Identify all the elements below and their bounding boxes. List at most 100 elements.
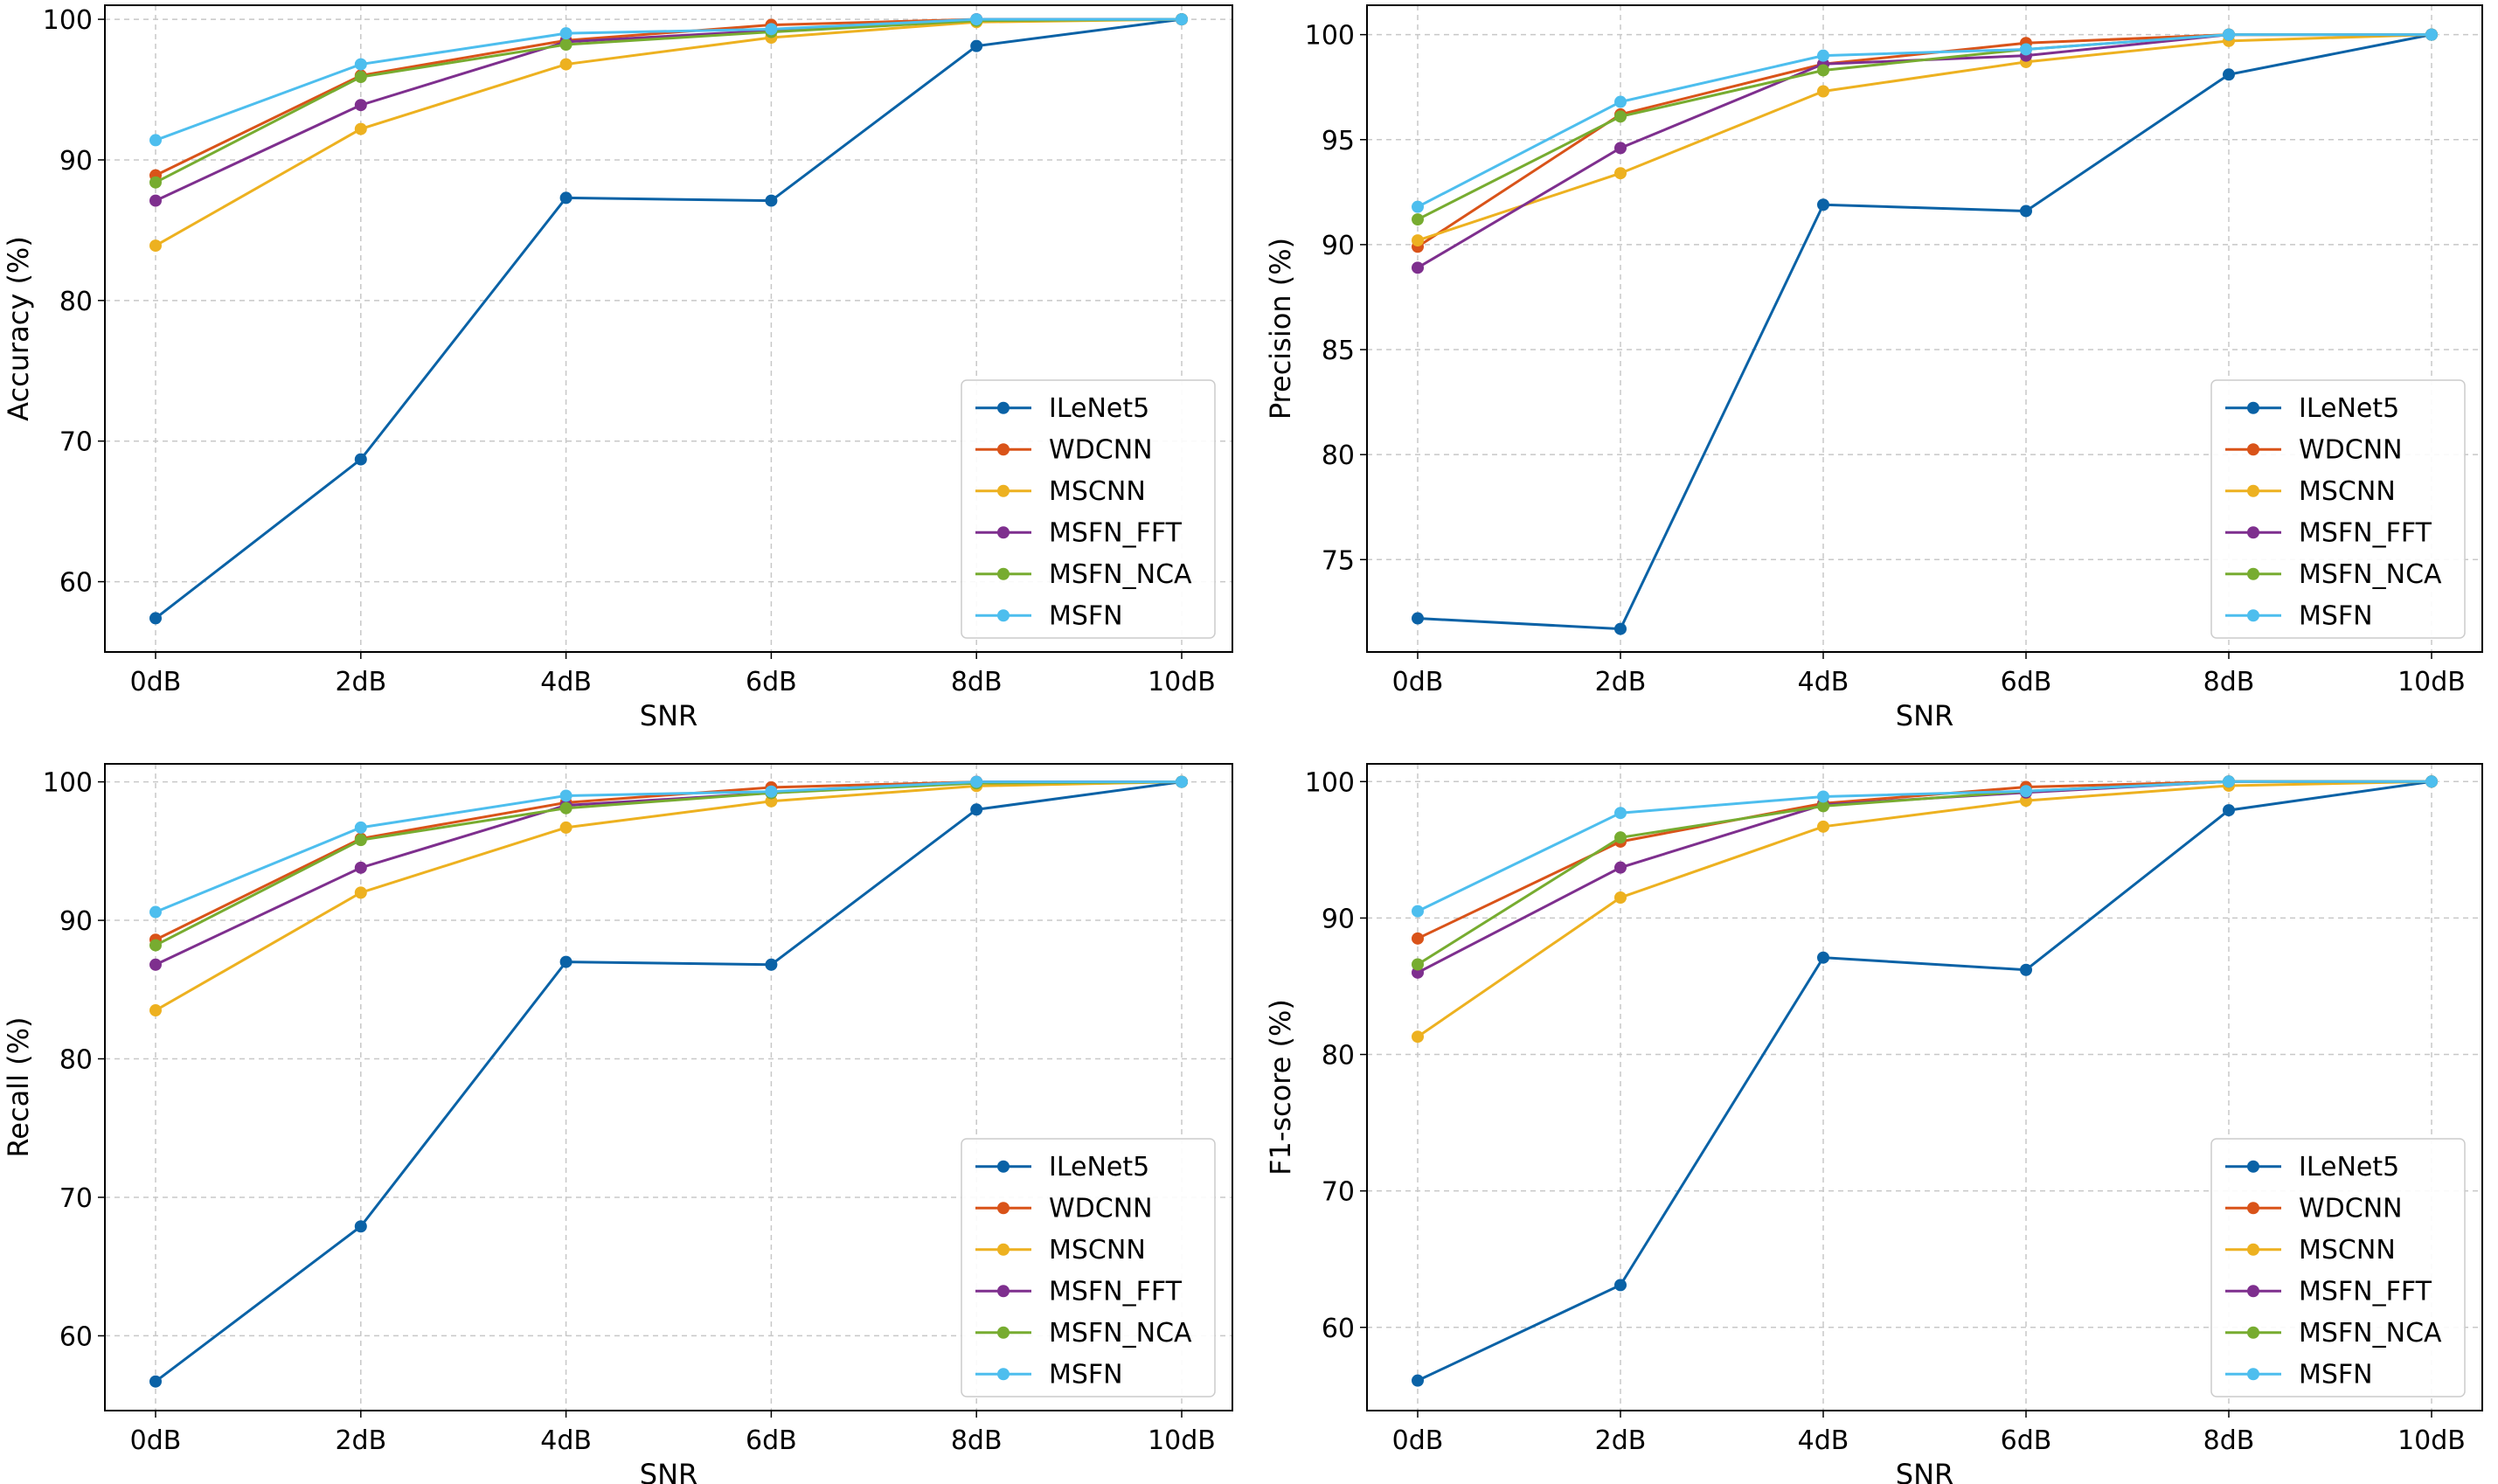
data-point-ilenet5	[1412, 1374, 1424, 1387]
legend-marker-mscnn	[997, 1243, 1010, 1256]
legend-marker-msfn	[2247, 609, 2259, 622]
legend-label-mscnn: MSCNN	[1049, 1235, 1146, 1266]
legend-marker-msfn_fft	[2247, 1285, 2259, 1298]
x-tick-label: 8dB	[951, 667, 1003, 697]
data-point-ilenet5	[1614, 1279, 1627, 1292]
y-tick-label: 100	[43, 768, 93, 799]
legend-label-msfn_fft: MSFN_FFT	[1049, 1276, 1183, 1307]
data-point-msfn	[765, 785, 778, 798]
series-line-msfn	[1417, 33, 2432, 208]
y-tick-label: 80	[1322, 1041, 1355, 1071]
data-point-mscnn	[559, 821, 572, 834]
legend-label-wdcnn: WDCNN	[1049, 1193, 1153, 1224]
data-point-mscnn	[1817, 85, 1829, 98]
y-axis-title: Accuracy (%)	[2, 236, 35, 421]
data-point-msfn_nca	[354, 71, 367, 84]
y-tick-label: 70	[1322, 1177, 1355, 1208]
x-tick-label: 10dB	[2397, 1425, 2466, 1456]
data-point-msfn_nca	[354, 834, 367, 847]
series-line-ilenet5	[1417, 780, 2432, 1383]
data-point-msfn_fft	[354, 99, 367, 112]
x-tick-label: 8dB	[2203, 667, 2255, 697]
data-point-ilenet5	[2223, 68, 2235, 81]
y-axis-title: Precision (%)	[1264, 238, 1297, 420]
data-point-mscnn	[559, 58, 572, 71]
data-point-msfn	[2425, 28, 2438, 41]
data-point-msfn_nca	[559, 801, 572, 815]
legend-label-mscnn: MSCNN	[2299, 476, 2396, 507]
legend-marker-wdcnn	[997, 443, 1010, 456]
data-point-msfn	[1412, 905, 1424, 918]
chart-panel-1: 0dB 2dB 4dB 6dB 8dB 10dB 60 70 80 90 100 SNR Accurac…	[2, 4, 1233, 732]
data-point-msfn_fft	[1412, 261, 1424, 274]
data-point-ilenet5	[765, 194, 778, 207]
y-axis-title: Recall (%)	[2, 1016, 35, 1157]
data-point-msfn	[1817, 790, 1829, 803]
x-tick-label: 2dB	[1595, 1425, 1647, 1456]
data-point-msfn	[149, 905, 162, 919]
data-point-mscnn	[1614, 167, 1627, 180]
data-point-msfn_nca	[1817, 800, 1829, 813]
legend-marker-mscnn	[2247, 484, 2259, 497]
data-point-ilenet5	[559, 191, 572, 205]
legend-label-mscnn: MSCNN	[1049, 476, 1146, 507]
data-point-msfn_nca	[1412, 213, 1424, 226]
data-point-msfn_fft	[149, 958, 162, 971]
legend-label-wdcnn: WDCNN	[1049, 434, 1153, 465]
legend-marker-msfn_nca	[2247, 1326, 2259, 1339]
data-point-ilenet5	[1412, 612, 1424, 625]
legend-marker-wdcnn	[997, 1202, 1010, 1215]
data-point-ilenet5	[1817, 951, 1829, 964]
legend-label-msfn_nca: MSFN_NCA	[1049, 1318, 1192, 1349]
x-tick-label: 2dB	[1595, 667, 1647, 697]
axes-frame	[104, 4, 1233, 653]
data-point-msfn	[765, 23, 778, 36]
data-point-msfn	[2020, 785, 2032, 798]
legend-label-ilenet5: ILeNet5	[2299, 393, 2399, 424]
legend-label-msfn: MSFN	[2299, 1359, 2373, 1390]
legend-label-msfn: MSFN	[2299, 600, 2373, 631]
x-tick-label: 6dB	[746, 667, 797, 697]
chart-panel-2: 0dB 2dB 4dB 6dB 8dB 10dB 75 80 85 90 95 100 SNR Preci…	[1264, 4, 2483, 732]
y-tick-label: 100	[1305, 21, 1355, 52]
data-point-ilenet5	[765, 958, 778, 971]
x-tick-label: 6dB	[2001, 1425, 2052, 1456]
x-tick-label: 0dB	[130, 667, 182, 697]
y-tick-label: 90	[1322, 904, 1355, 934]
x-axis-title: SNR	[1896, 1458, 1953, 1484]
x-tick-label: 4dB	[540, 667, 592, 697]
legend-marker-wdcnn	[2247, 443, 2259, 456]
x-tick-label: 10dB	[1148, 1425, 1216, 1456]
legend-label-msfn_nca: MSFN_NCA	[2299, 559, 2442, 590]
y-tick-label: 70	[59, 427, 93, 458]
data-point-msfn	[1412, 200, 1424, 213]
legend-marker-msfn_fft	[997, 1285, 1010, 1298]
data-point-mscnn	[1614, 891, 1627, 904]
chart-panel-4: 0dB 2dB 4dB 6dB 8dB 10dB 60 70 80 90 100 SNR F1-scor…	[1264, 763, 2483, 1484]
series-line-ilenet5	[155, 780, 1183, 1383]
data-point-ilenet5	[2020, 963, 2032, 976]
legend-marker-msfn_fft	[2247, 526, 2259, 539]
data-point-msfn_fft	[354, 861, 367, 874]
x-tick-label: 10dB	[2397, 667, 2466, 697]
x-tick-label: 4dB	[1798, 667, 1849, 697]
legend-marker-wdcnn	[2247, 1202, 2259, 1215]
series-line-ilenet5	[155, 17, 1183, 620]
data-point-ilenet5	[149, 612, 162, 625]
data-point-msfn	[559, 789, 572, 802]
y-tick-label: 80	[1322, 440, 1355, 471]
series-line-mscnn	[1417, 780, 2432, 1038]
data-point-msfn	[1176, 775, 1188, 788]
data-point-ilenet5	[1817, 198, 1829, 212]
data-point-mscnn	[149, 1004, 162, 1017]
legend-label-wdcnn: WDCNN	[2299, 1193, 2403, 1224]
data-point-msfn_nca	[1817, 64, 1829, 77]
legend-label-mscnn: MSCNN	[2299, 1235, 2396, 1266]
series-line-msfn	[155, 780, 1182, 913]
legend-label-msfn_nca: MSFN_NCA	[1049, 559, 1192, 590]
data-point-mscnn	[1412, 1030, 1424, 1044]
chart-panel-3: 0dB 2dB 4dB 6dB 8dB 10dB 60 70 80 90 100 SNR Recall …	[2, 763, 1233, 1484]
legend-label-ilenet5: ILeNet5	[2299, 1152, 2399, 1182]
y-tick-label: 75	[1322, 545, 1355, 576]
data-point-msfn	[2223, 28, 2235, 41]
